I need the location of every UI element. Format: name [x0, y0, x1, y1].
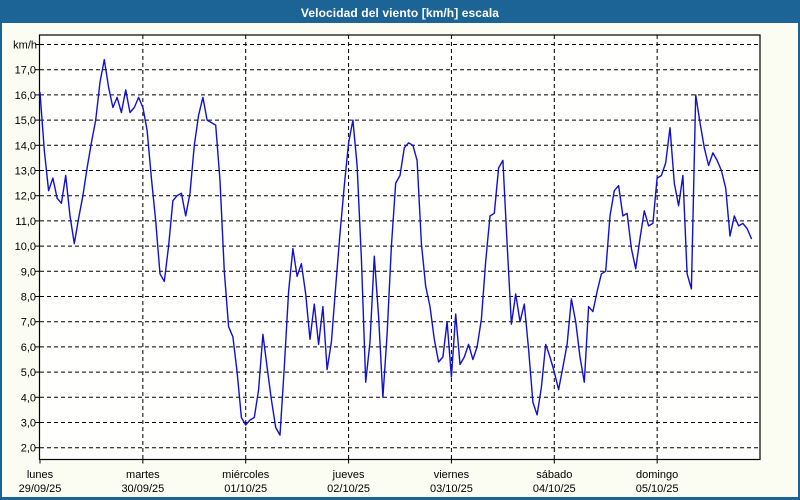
y-tick-label: 12,0 — [15, 191, 36, 203]
date-label: 29/09/25 — [19, 483, 62, 495]
y-tick-label: 14,0 — [15, 140, 36, 152]
date-label: 02/10/25 — [327, 483, 370, 495]
day-label: sábado — [536, 469, 572, 481]
y-tick-label: 13,0 — [15, 166, 36, 178]
wind-speed-chart: km/h 17,0 16,0 15,0 14,0 13,0 12,0 11,0 10,0 9,0 8… — [13, 34, 761, 495]
day-label: domingo — [636, 469, 678, 481]
day-label: viernes — [434, 469, 470, 481]
day-label: lunes — [27, 469, 54, 481]
day-label: martes — [126, 469, 160, 481]
chart-title: Velocidad del viento [km/h] escala — [300, 5, 500, 20]
y-tick-label: 2,0 — [21, 443, 36, 455]
date-label: 01/10/25 — [224, 483, 267, 495]
wind-speed-line — [39, 58, 753, 436]
y-tick-label: 9,0 — [21, 266, 36, 278]
plot-area — [39, 35, 760, 460]
y-tick-label: 16,0 — [15, 90, 36, 102]
y-tick-label: 7,0 — [21, 317, 36, 329]
y-tick-label: 15,0 — [15, 115, 36, 127]
unit-label: km/h — [13, 40, 37, 52]
y-tick-label: 10,0 — [15, 241, 36, 253]
day-label: jueves — [332, 469, 365, 481]
y-tick-label: 4,0 — [21, 392, 36, 404]
date-label: 04/10/25 — [533, 483, 576, 495]
date-label: 05/10/25 — [636, 483, 679, 495]
y-tick-label: 11,0 — [15, 216, 36, 228]
title-bar: Velocidad del viento [km/h] escala — [2, 2, 798, 23]
y-tick-label: 3,0 — [21, 418, 36, 430]
date-label: 30/09/25 — [121, 483, 164, 495]
y-tick-label: 17,0 — [15, 65, 36, 77]
y-tick-label: 5,0 — [21, 367, 36, 379]
plot-border — [38, 34, 761, 461]
date-label: 03/10/25 — [430, 483, 473, 495]
day-label: miércoles — [222, 469, 270, 481]
y-tick-label: 8,0 — [21, 292, 36, 304]
y-tick-label: 6,0 — [21, 342, 36, 354]
